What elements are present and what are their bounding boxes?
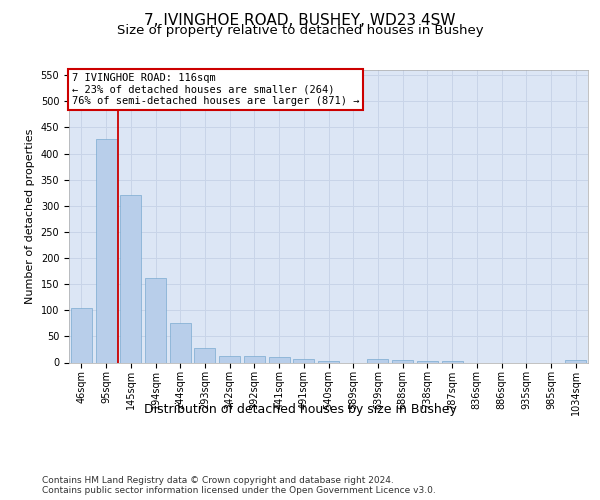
Text: Size of property relative to detached houses in Bushey: Size of property relative to detached ho… [116, 24, 484, 37]
Bar [95, 139, 116, 362]
Bar [269, 358, 290, 362]
Bar [293, 359, 314, 362]
Bar [565, 360, 586, 362]
Bar [194, 348, 215, 362]
Text: Contains HM Land Registry data © Crown copyright and database right 2024.
Contai: Contains HM Land Registry data © Crown c… [42, 476, 436, 495]
Bar [367, 360, 388, 362]
Bar [71, 308, 92, 362]
Text: Distribution of detached houses by size in Bushey: Distribution of detached houses by size … [143, 402, 457, 415]
Bar [145, 278, 166, 362]
Bar [392, 360, 413, 362]
Bar [219, 356, 240, 362]
Bar [170, 324, 191, 362]
Bar [417, 361, 438, 362]
Y-axis label: Number of detached properties: Number of detached properties [25, 128, 35, 304]
Bar [120, 196, 141, 362]
Text: 7, IVINGHOE ROAD, BUSHEY, WD23 4SW: 7, IVINGHOE ROAD, BUSHEY, WD23 4SW [144, 13, 456, 28]
Text: 7 IVINGHOE ROAD: 116sqm
← 23% of detached houses are smaller (264)
76% of semi-d: 7 IVINGHOE ROAD: 116sqm ← 23% of detache… [71, 73, 359, 106]
Bar [244, 356, 265, 362]
